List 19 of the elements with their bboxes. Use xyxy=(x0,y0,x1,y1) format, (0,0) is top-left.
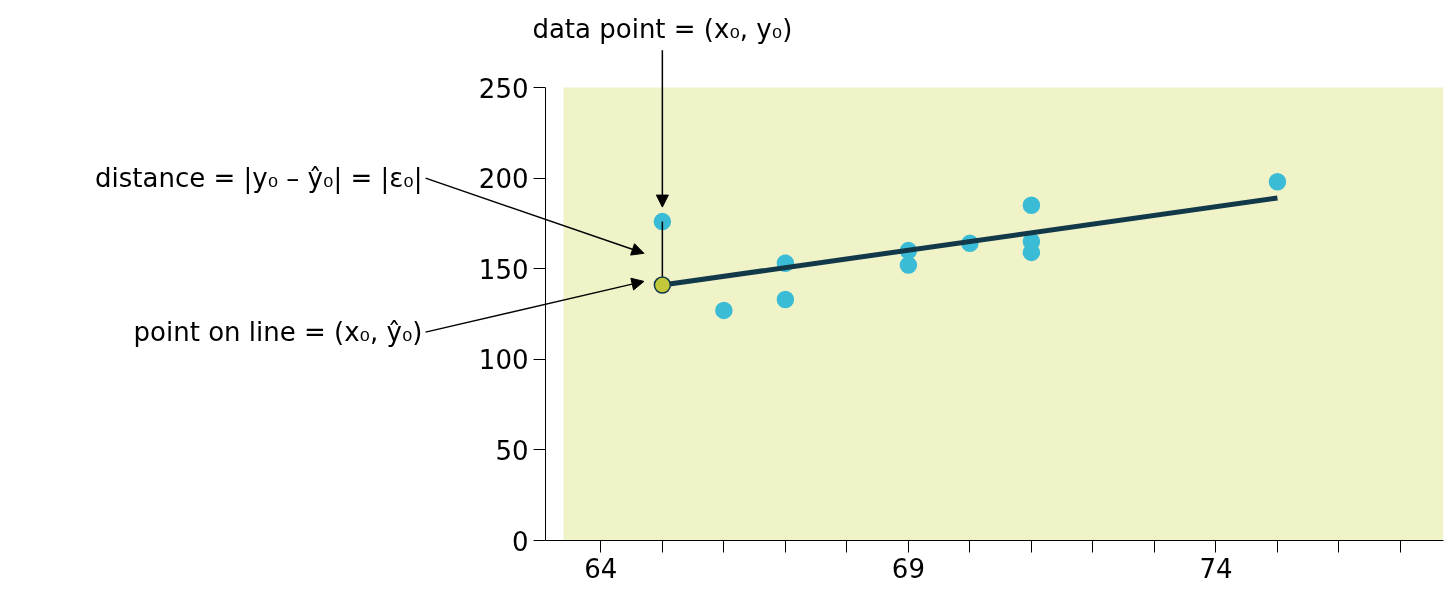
text: point on line = (x₀, ŷ₀) xyxy=(133,317,423,348)
y-tick-label: 0 xyxy=(511,526,529,557)
point xyxy=(776,290,795,309)
x-tick-label: 64 xyxy=(584,553,618,584)
text: distance = |y₀ – ŷ₀| = |ε₀| xyxy=(95,163,423,195)
x-tick-label: 69 xyxy=(891,553,925,584)
point xyxy=(899,256,918,274)
point xyxy=(715,301,733,320)
text: data point = (x₀, y₀) xyxy=(532,13,793,44)
y-tick-label: 150 xyxy=(478,254,529,285)
point xyxy=(1022,196,1041,215)
y-tick-label: 50 xyxy=(495,435,529,466)
x-tick-label: 74 xyxy=(1199,553,1233,584)
point xyxy=(1268,172,1287,191)
y-tick-label: 200 xyxy=(478,164,529,195)
y-tick-label: 100 xyxy=(478,345,529,376)
point xyxy=(653,212,672,231)
point xyxy=(653,276,672,294)
y-tick-label: 250 xyxy=(478,73,529,104)
